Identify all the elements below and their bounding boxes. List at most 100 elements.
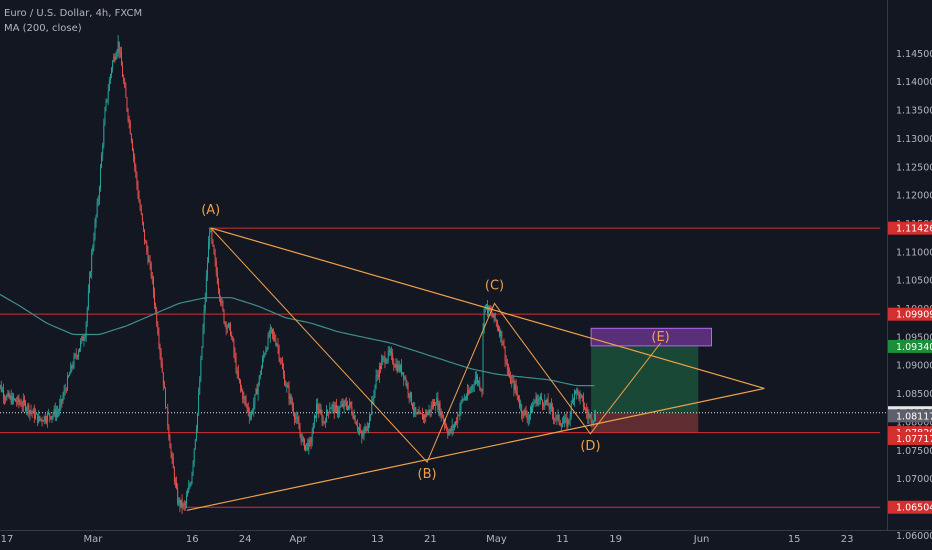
candle-body (586, 408, 588, 414)
candle-body (577, 388, 579, 393)
candle-body (369, 415, 370, 425)
candle-body (287, 385, 289, 388)
candle-body (181, 499, 183, 508)
candle-body (413, 408, 415, 411)
candle-body (453, 424, 455, 428)
candle-body (72, 366, 74, 368)
candle-body (531, 407, 533, 413)
candle-body (298, 422, 300, 430)
candle-body (384, 356, 386, 364)
candle-body (327, 410, 329, 413)
candle-body (530, 407, 531, 415)
candle-body (495, 319, 497, 323)
x-tick-label: 23 (841, 534, 854, 545)
candle-body (526, 415, 528, 420)
candle-body (435, 404, 437, 406)
candle-body (477, 376, 478, 383)
candle-body (3, 390, 4, 398)
candle-body (138, 196, 140, 203)
candle-body (65, 389, 67, 391)
candle-body (558, 414, 560, 423)
candle-body (424, 415, 426, 418)
candle-body (555, 418, 557, 420)
price-label: 1.07717 (896, 434, 932, 445)
candle-body (33, 409, 35, 419)
candle-body (460, 401, 462, 409)
candle-body (560, 424, 562, 427)
candle-body (517, 394, 519, 402)
candle-body (334, 405, 336, 414)
candle-body (554, 418, 556, 420)
candle-body (573, 399, 574, 401)
candle-body (585, 408, 587, 410)
candle-body (524, 409, 526, 412)
candle-body (128, 119, 130, 122)
candle-body (512, 380, 514, 382)
candle-body (59, 405, 61, 413)
candle-body (308, 440, 310, 450)
candle-body (150, 263, 152, 277)
candle-body (146, 243, 148, 252)
candle-body (95, 215, 97, 223)
candle-body (42, 421, 44, 422)
candle-body (44, 416, 46, 421)
candle-body (396, 364, 398, 372)
candle-body (507, 369, 509, 376)
candle-body (501, 331, 503, 342)
candle-body (392, 353, 394, 363)
x-tick-label: 19 (609, 534, 622, 545)
candle-body (7, 392, 9, 396)
candle-body (172, 457, 174, 469)
candle-body (466, 397, 467, 399)
candle-body (450, 429, 452, 431)
candle-body (416, 413, 418, 415)
candle-body (365, 426, 367, 431)
candle-body (14, 399, 15, 400)
candle-body (176, 482, 178, 488)
candle-body (28, 405, 30, 414)
candle-body (557, 414, 559, 416)
x-tick-label: Mar (84, 534, 104, 545)
candle-body (387, 350, 389, 360)
candle-body (41, 418, 43, 422)
candle-body (221, 301, 223, 304)
candle-body (163, 385, 165, 389)
candle-body (61, 399, 63, 402)
candle-body (418, 411, 420, 415)
candle-body (106, 99, 108, 101)
candle-body (544, 400, 546, 407)
candle-body (280, 361, 282, 363)
candle-body (76, 355, 78, 357)
candle-body (202, 328, 204, 347)
candle-body (337, 407, 338, 414)
candle-body (180, 499, 182, 507)
candle-body (256, 389, 258, 395)
candle-body (195, 428, 197, 440)
candle-body (317, 403, 319, 410)
candle-body (576, 388, 578, 394)
candle-body (160, 352, 162, 364)
candle-body (432, 401, 434, 408)
candle-body (53, 408, 55, 415)
candle-body (536, 396, 538, 405)
candle-body (542, 399, 544, 405)
wave-label: (E) (651, 330, 669, 345)
candle-body (513, 380, 515, 391)
candle-body (136, 173, 138, 185)
candle-body (473, 384, 475, 386)
candle-body (80, 341, 82, 349)
wave-path (210, 227, 661, 464)
candle-body (233, 341, 235, 353)
candle-body (588, 415, 590, 418)
candle-body (57, 412, 58, 413)
candle-body (237, 371, 239, 379)
candle-body (206, 262, 208, 277)
candle-body (277, 344, 279, 348)
candle-body (154, 292, 155, 305)
candle-body (200, 359, 202, 381)
candle-body (479, 381, 481, 389)
candle-body (461, 399, 463, 402)
candle-body (244, 396, 246, 401)
